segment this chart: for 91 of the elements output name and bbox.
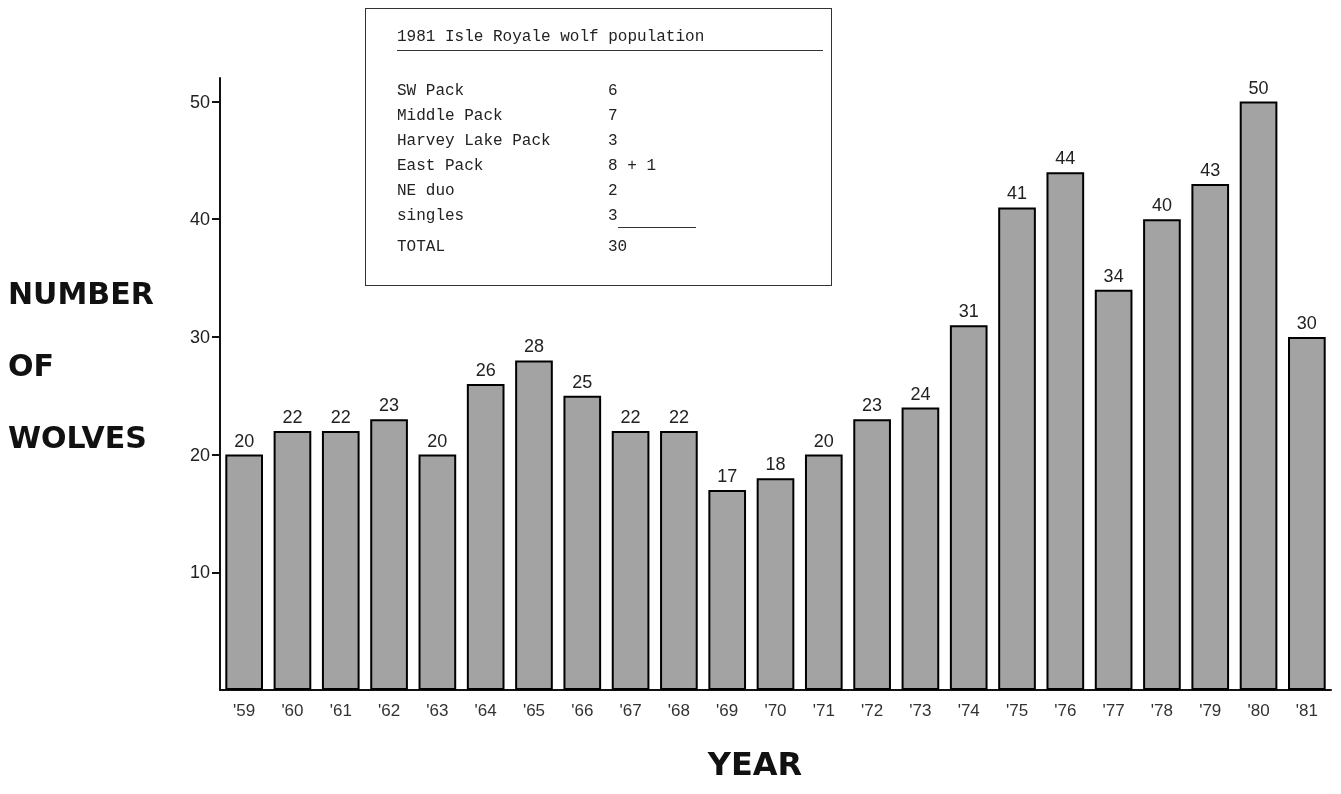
annotation: 3 <box>608 207 618 225</box>
bar <box>370 419 408 690</box>
annotation: NE duo <box>397 182 455 200</box>
bar <box>1288 336 1326 690</box>
y-tick-label: 30 <box>189 326 210 347</box>
data-label: 23 <box>379 395 400 416</box>
x-tick-label: '64 <box>474 701 497 720</box>
x-tick-label: '74 <box>957 701 980 720</box>
text: NUMBER OF WOLVES <box>8 275 154 455</box>
x-tick-label: '73 <box>909 701 932 720</box>
x-tick-label: '63 <box>426 701 449 720</box>
x-tick-label: '77 <box>1102 701 1125 720</box>
bar <box>418 454 457 690</box>
data-label: 20 <box>813 430 834 451</box>
annotation: TOTAL <box>397 238 446 256</box>
x-tick-label: '65 <box>522 701 546 720</box>
data-label: 41 <box>1007 183 1028 204</box>
x-tick-label: '80 <box>1247 701 1270 720</box>
data-label: 22 <box>282 407 303 428</box>
bar <box>998 207 1036 690</box>
annotation: Harvey Lake Pack <box>397 132 551 150</box>
annotation: SW Pack <box>397 82 465 100</box>
bar <box>611 431 650 690</box>
bar <box>466 384 505 690</box>
annotation: 6 <box>608 82 618 100</box>
data-label: 31 <box>958 301 979 322</box>
annotation: Middle Pack <box>397 107 503 125</box>
data-label: 22 <box>620 407 641 428</box>
data-label: 34 <box>1103 265 1124 286</box>
bar <box>515 360 553 690</box>
data-label: 18 <box>765 454 786 475</box>
x-tick-label: '70 <box>764 701 787 720</box>
data-label: 17 <box>717 465 738 486</box>
text: 1981 Isle Royale wolf population <box>397 28 823 51</box>
x-tick-label: '78 <box>1150 701 1174 720</box>
bar <box>1239 101 1278 690</box>
x-tick-label: '69 <box>716 701 739 720</box>
x-tick-label: '67 <box>619 701 642 720</box>
bar <box>660 431 698 690</box>
annotation: 2 <box>608 182 618 200</box>
bar <box>1094 289 1133 690</box>
data-label: 23 <box>862 395 883 416</box>
bar <box>708 489 747 690</box>
bar <box>756 478 795 690</box>
data-label: 22 <box>330 407 351 428</box>
data-label: 40 <box>1151 195 1172 216</box>
bar <box>1143 219 1181 690</box>
x-tick-label: '81 <box>1295 701 1318 720</box>
bar <box>1046 172 1085 690</box>
y-tick-label: 10 <box>189 562 210 583</box>
x-tick-label: '75 <box>1005 701 1029 720</box>
y-tick-label: 50 <box>189 91 210 112</box>
bar <box>273 431 312 690</box>
annotation: 8 + 1 <box>608 157 657 175</box>
x-tick-label: '62 <box>377 701 401 720</box>
data-label: 26 <box>475 360 496 380</box>
data-label: 43 <box>1200 159 1221 180</box>
x-tick-label: '59 <box>233 701 256 720</box>
data-label: 25 <box>572 371 593 392</box>
data-label: 44 <box>1055 148 1076 169</box>
x-tick-label: '72 <box>861 701 884 720</box>
annotation: 3 <box>608 132 618 150</box>
x-tick-label: '79 <box>1199 701 1222 720</box>
y-tick-label: 40 <box>189 209 210 230</box>
data-label: 24 <box>910 383 931 404</box>
bar <box>225 454 263 690</box>
bar <box>853 419 891 690</box>
x-axis-title: YEAR <box>706 745 803 783</box>
data-label: 30 <box>1296 312 1317 333</box>
x-tick-label: '66 <box>571 701 594 720</box>
y-tick-label: 20 <box>189 444 210 465</box>
bar <box>901 407 940 690</box>
bar <box>804 454 843 690</box>
x-tick-label: '61 <box>329 701 352 720</box>
bar <box>949 325 988 690</box>
x-tick-label: '68 <box>667 701 690 720</box>
annotation: 7 <box>608 107 618 125</box>
x-tick-label: '71 <box>812 701 835 720</box>
data-label: 28 <box>523 336 544 357</box>
annotation: East Pack <box>397 157 484 175</box>
x-tick-label: '60 <box>281 701 304 720</box>
x-tick-label: '76 <box>1054 701 1077 720</box>
bar <box>321 431 360 690</box>
annotation: singles <box>397 207 465 225</box>
bar <box>1191 183 1230 690</box>
data-label: 22 <box>668 407 689 428</box>
data-label: 20 <box>234 430 255 451</box>
annotation: 30 <box>608 238 628 256</box>
data-label: 50 <box>1248 77 1269 98</box>
data-label: 20 <box>427 430 448 451</box>
bar <box>563 395 602 690</box>
